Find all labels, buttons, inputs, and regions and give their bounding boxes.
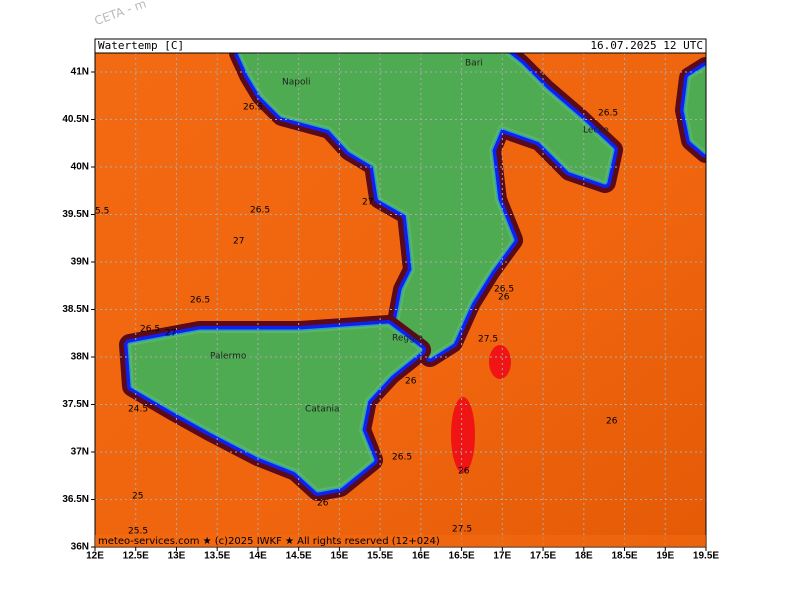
lon-label: 13E [168, 551, 186, 562]
lon-label: 16E [412, 551, 430, 562]
lon-label: 13.5E [204, 551, 230, 562]
lon-label: 17.5E [530, 551, 556, 562]
lon-label: 18E [575, 551, 593, 562]
hot-spot [489, 345, 511, 379]
lat-label: 38N [71, 352, 89, 363]
lat-label: 36N [71, 542, 89, 553]
city-label: Catania [305, 405, 340, 415]
map-area: 26.526.5272726.526.52726.52627.52624.526… [95, 53, 706, 547]
lon-label: 19E [656, 551, 674, 562]
contour-label: 27.5 [478, 335, 498, 345]
lon-label: 16.5E [449, 551, 475, 562]
city-label: Bari [465, 59, 483, 69]
footer: meteo-services.com ★ (c)2025 IWKF ★ All … [98, 536, 440, 547]
hot-spot [451, 397, 475, 473]
lat-label: 37.5N [62, 399, 89, 410]
lat-label: 37N [71, 447, 89, 458]
lat-label: 36.5N [62, 494, 89, 505]
contour-label: 25 [132, 492, 143, 502]
contour-label: 26 [458, 467, 470, 477]
watermark: CETA - m [92, 0, 148, 28]
contour-label: 26.5 [494, 285, 514, 295]
contour-label: 26 [317, 499, 329, 509]
contour-label: 26.5 [392, 453, 412, 463]
contour-label: 26 [498, 293, 510, 303]
land-area [129, 325, 421, 491]
contour-label: 26 [405, 377, 417, 387]
city-label: Lecce [583, 126, 609, 136]
land-area [239, 53, 613, 357]
lat-label: 38.5N [62, 304, 89, 315]
city-label: Palermo [210, 352, 247, 362]
contour-label: 24.5 [128, 405, 148, 415]
lon-label: 17E [493, 551, 511, 562]
footer-bar [95, 535, 706, 547]
contour-label: 26.5 [190, 296, 210, 306]
contour-label: 27.5 [452, 525, 472, 535]
lon-label: 14E [249, 551, 267, 562]
datetime: 16.07.2025 12 UTC [590, 39, 703, 52]
contour-label: 26.5 [243, 103, 263, 113]
lon-label: 15E [331, 551, 349, 562]
land-area [685, 67, 706, 153]
contour-label: 25.5 [128, 527, 148, 537]
contour-label: 27 [233, 237, 244, 247]
lon-label: 19.5E [693, 551, 719, 562]
land [119, 53, 706, 501]
contour-label: 26 [606, 417, 618, 427]
contour-label: 26.5 [140, 325, 160, 335]
lon-label: 18.5E [611, 551, 637, 562]
contour-label: 26.5 [250, 206, 270, 216]
lon-label: 12E [86, 551, 104, 562]
lon-label: 12.5E [123, 551, 149, 562]
lon-label: 14.5E [286, 551, 312, 562]
lat-label: 39N [71, 257, 89, 268]
contour-label: 27 [362, 198, 373, 208]
lat-label: 40.5N [62, 114, 89, 125]
contour-label: 27 [165, 329, 176, 339]
lat-label: 41N [71, 67, 89, 78]
contour-label: 5.5 [95, 207, 109, 217]
city-label: Napoli [282, 78, 310, 88]
city-label: Reggio [392, 334, 423, 344]
contour-label: 26.5 [598, 109, 618, 119]
map-title: Watertemp [C] [98, 39, 184, 52]
lat-label: 40N [71, 162, 89, 173]
lat-label: 39.5N [62, 209, 89, 220]
lon-label: 15.5E [367, 551, 393, 562]
